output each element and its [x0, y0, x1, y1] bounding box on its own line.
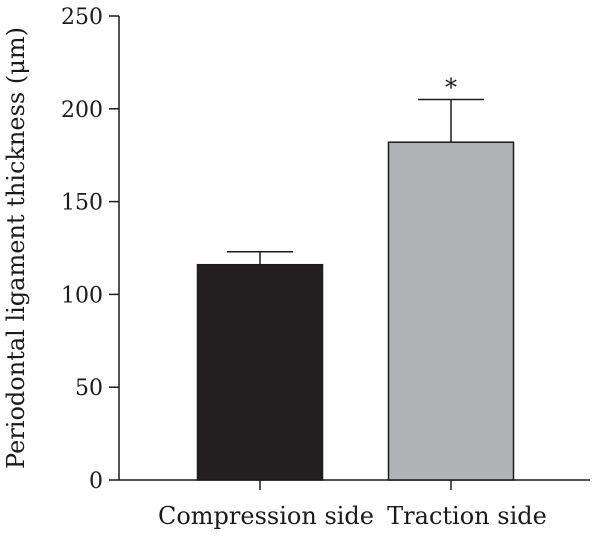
- significance-marker: *: [445, 74, 457, 102]
- x-tick-label: Traction side: [387, 502, 547, 530]
- y-axis-title: Periodontal ligament thickness (μm): [2, 27, 30, 469]
- labels: 0 50 100 150 200 250 Compression side Traction …: [61, 5, 547, 530]
- y-tick-label: 0: [89, 469, 103, 494]
- y-tick-label: 250: [61, 5, 103, 30]
- y-tick-label: 150: [61, 191, 103, 216]
- y-tick-label: 200: [61, 98, 103, 123]
- axes: [109, 15, 590, 490]
- bar: [387, 141, 515, 481]
- y-tick-label: 50: [75, 376, 103, 401]
- bars: [196, 98, 515, 481]
- bar: [196, 263, 324, 481]
- x-tick-label: Compression side: [158, 502, 374, 530]
- y-tick-label: 100: [61, 283, 103, 308]
